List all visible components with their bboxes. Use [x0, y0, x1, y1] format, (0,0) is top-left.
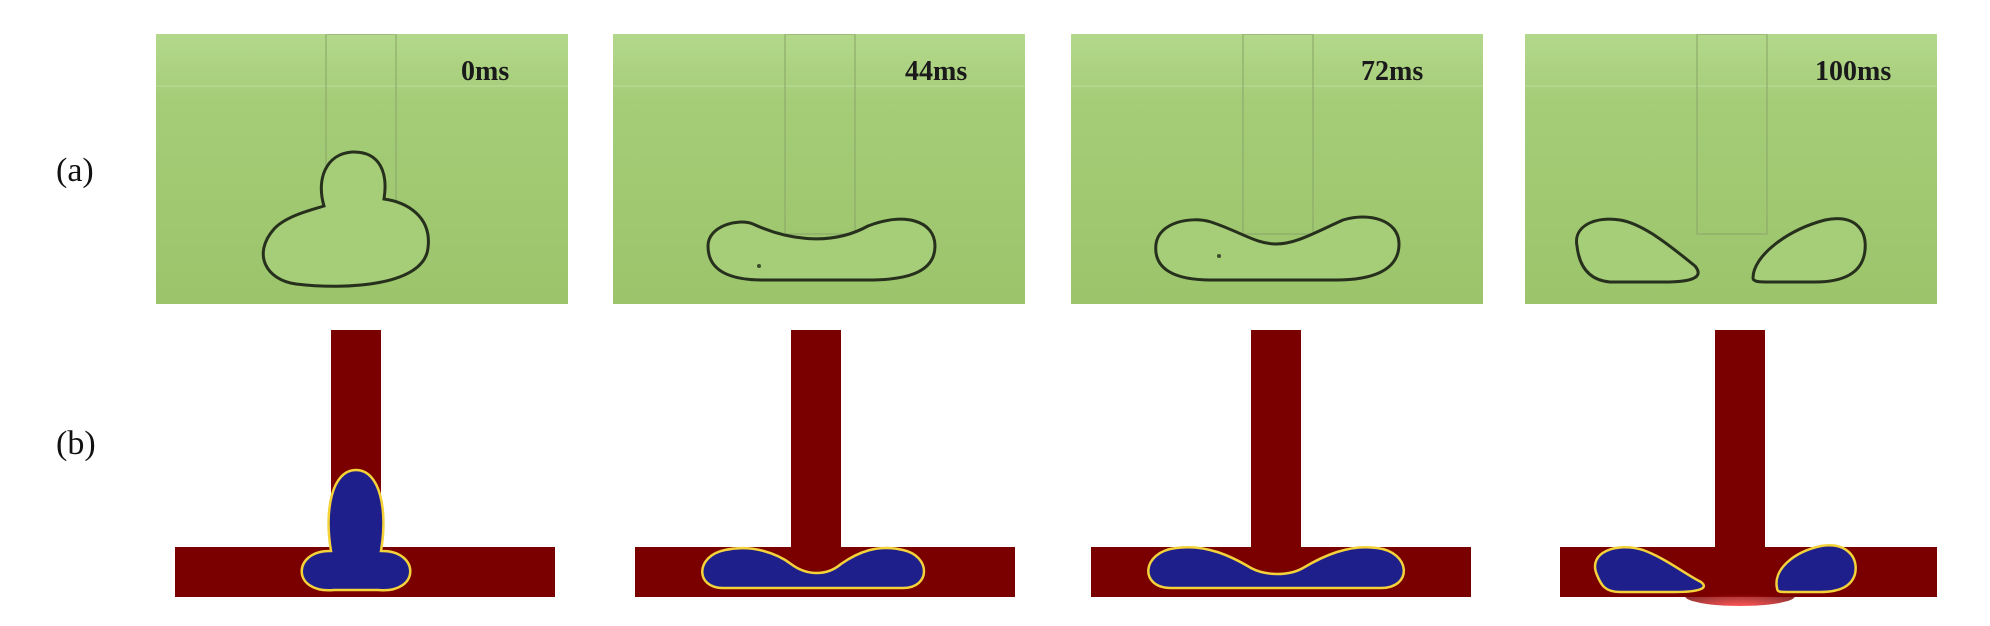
- simulation-frame-2: [613, 330, 1025, 615]
- simulation-frame-3: [1071, 330, 1483, 615]
- time-label: 44ms: [905, 56, 968, 87]
- experiment-photo-100ms: 100ms: [1525, 34, 1937, 304]
- experiment-photo-44ms: 44ms: [613, 34, 1025, 304]
- time-label: 0ms: [461, 56, 510, 87]
- experiment-photo-72ms: 72ms: [1071, 34, 1483, 304]
- time-label: 72ms: [1361, 56, 1424, 87]
- experiment-photo-0ms: 0ms: [156, 34, 568, 304]
- row-label-b: (b): [56, 425, 96, 462]
- row-label-a: (a): [56, 152, 94, 189]
- simulation-frame-4: [1525, 330, 1937, 615]
- simulation-frame-1: [156, 330, 568, 615]
- time-label: 100ms: [1815, 56, 1892, 87]
